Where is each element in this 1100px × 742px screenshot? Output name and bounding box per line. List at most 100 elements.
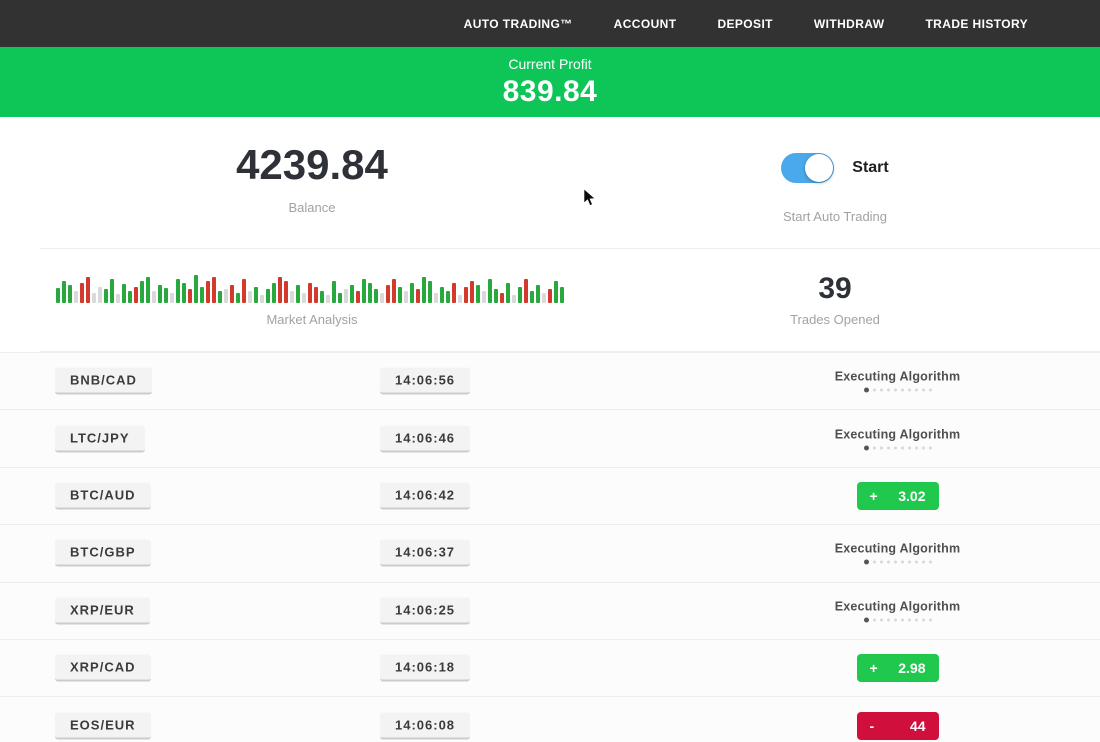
progress-dots-icon [780, 387, 1015, 393]
balance-value: 4239.84 [236, 141, 388, 188]
market-bar [392, 279, 396, 303]
market-bar [92, 293, 96, 303]
pair-badge: LTC/JPY [55, 425, 145, 453]
nav-item-trade-history[interactable]: TRADE HISTORY [925, 16, 1028, 31]
badge-amount: 3.02 [898, 487, 926, 504]
market-bar [284, 281, 288, 303]
market-bar [476, 285, 480, 303]
market-bar [206, 281, 210, 303]
market-bar [416, 289, 420, 303]
pair-badge: EOS/EUR [55, 712, 151, 740]
market-bar [182, 283, 186, 303]
trade-time-badge: 14:06:37 [380, 539, 471, 567]
trades-opened-label: Trades Opened [790, 312, 880, 327]
trades-feed: BNB/CAD 14:06:56 Executing Algorithm LTC/JP… [0, 352, 1100, 742]
market-bar [248, 291, 252, 303]
market-bar [554, 281, 558, 303]
executing-algorithm-label: Executing Algorithm [834, 541, 961, 556]
market-bar [80, 283, 84, 303]
market-bar [170, 293, 174, 303]
market-bar [332, 281, 336, 303]
trade-row: LTC/JPY 14:06:46 Executing Algorithm [0, 409, 1100, 467]
market-bar [560, 287, 564, 303]
trade-time-badge: 14:06:25 [380, 597, 471, 625]
market-bar [56, 288, 60, 303]
market-bar [350, 285, 354, 303]
market-bar [278, 277, 282, 303]
market-bar [320, 291, 324, 303]
market-bar [86, 277, 90, 303]
market-bar [116, 294, 120, 303]
trade-time-badge: 14:06:42 [380, 482, 471, 510]
market-bar [410, 283, 414, 303]
auto-trading-toggle[interactable] [781, 153, 835, 183]
market-bar [380, 293, 384, 303]
market-bar [536, 285, 540, 303]
market-bar [344, 289, 348, 303]
market-bar [152, 291, 156, 303]
toggle-start-label: Start [852, 159, 889, 176]
trade-row: BTC/AUD 14:06:42 +3.02 [0, 466, 1100, 525]
nav-item-deposit[interactable]: DEPOSIT [717, 16, 773, 31]
market-bar [74, 291, 78, 303]
profit-badge: +2.98 [856, 654, 939, 683]
market-bar [290, 291, 294, 303]
market-bar [422, 277, 426, 303]
market-bar [164, 288, 168, 303]
market-bar [446, 291, 450, 303]
trade-time-badge: 14:06:46 [380, 425, 471, 453]
toggle-knob-icon [805, 154, 834, 182]
market-bar [134, 287, 138, 303]
market-bar [224, 289, 228, 303]
market-bar [68, 285, 72, 303]
market-bar [524, 279, 528, 303]
badge-sign: - [869, 717, 875, 734]
market-bar [518, 287, 522, 303]
trade-row: XRP/CAD 14:06:18 +2.98 [0, 638, 1100, 697]
loss-badge: - 44 [856, 711, 939, 740]
market-bar [338, 293, 342, 303]
start-auto-trading-label: Start Auto Trading [782, 209, 888, 224]
balance-section: 4239.84 Balance Start Start Auto Trading [0, 117, 1100, 225]
market-analysis-section: Market Analysis 39 Trades Opened [0, 249, 1100, 327]
executing-algorithm-label: Executing Algorithm [834, 599, 961, 614]
market-bar [212, 277, 216, 303]
current-profit-banner: Current Profit 839.84 [0, 47, 1100, 117]
executing-algorithm-label: Executing Algorithm [834, 427, 961, 442]
market-bar [548, 289, 552, 303]
market-bar [236, 293, 240, 303]
trade-row: EOS/EUR 14:06:08 - 44 [0, 696, 1100, 742]
market-bar [272, 283, 276, 303]
market-bar [440, 287, 444, 303]
executing-algorithm-label: Executing Algorithm [834, 369, 961, 384]
nav-item-auto-trading[interactable]: AUTO TRADING™ [463, 16, 573, 31]
market-bar [302, 293, 306, 303]
market-bar [254, 287, 258, 303]
market-bar [104, 289, 108, 303]
market-bar [194, 275, 198, 303]
market-bar [506, 283, 510, 303]
market-bar [314, 287, 318, 303]
nav-item-account[interactable]: ACCOUNT [613, 16, 677, 31]
top-nav-bar: AUTO TRADING™ ACCOUNT DEPOSIT WITHDRAW TRADE… [0, 0, 1100, 47]
market-bar [434, 293, 438, 303]
market-bar [98, 287, 102, 303]
market-bar [260, 295, 264, 303]
badge-sign: + [869, 660, 878, 677]
market-bar [230, 285, 234, 303]
market-bar [542, 293, 546, 303]
market-bar [176, 279, 180, 303]
trade-row: BTC/GBP 14:06:37 Executing Algorithm [0, 524, 1100, 582]
trade-row: XRP/EUR 14:06:25 Executing Algorithm [0, 581, 1100, 639]
market-bar [326, 295, 330, 303]
market-bar [266, 289, 270, 303]
market-bar [530, 291, 534, 303]
balance-label: Balance [288, 200, 336, 215]
pair-badge: XRP/CAD [55, 654, 151, 682]
trade-time-badge: 14:06:08 [380, 712, 471, 740]
market-bar [428, 281, 432, 303]
market-bar [200, 287, 204, 303]
nav-item-withdraw[interactable]: WITHDRAW [813, 16, 885, 31]
badge-amount: 2.98 [898, 660, 926, 677]
market-bar [386, 285, 390, 303]
